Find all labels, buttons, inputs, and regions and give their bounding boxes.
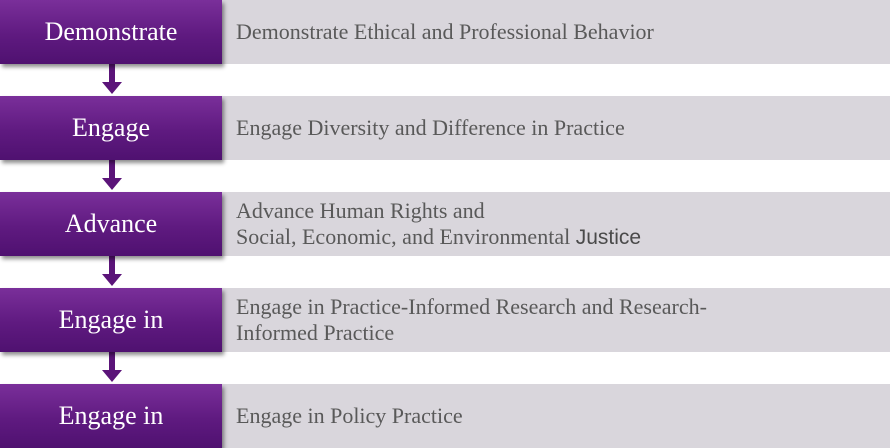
step-label-box: Demonstrate xyxy=(0,0,222,64)
step-description-text: Engage Diversity and Difference in Pract… xyxy=(236,115,625,140)
step-description-box: Engage Diversity and Difference in Pract… xyxy=(222,96,890,160)
flow-step: Advance Advance Human Rights and Social,… xyxy=(0,192,890,256)
flow-step: Engage in Engage in Practice-Informed Re… xyxy=(0,288,890,352)
step-label-box: Engage in xyxy=(0,288,222,352)
step-description-box: Engage in Practice-Informed Research and… xyxy=(222,288,890,352)
step-description-line: Informed Practice xyxy=(236,320,890,346)
step-description-line: Engage Diversity and Difference in Pract… xyxy=(236,115,890,141)
down-arrow-icon xyxy=(102,352,122,384)
step-description-text: Social, Economic, and Environmental xyxy=(236,223,576,249)
step-description-box: Engage in Policy Practice xyxy=(222,384,890,448)
down-arrow-icon xyxy=(102,256,122,288)
step-description-text: Engage in Practice-Informed Research and… xyxy=(236,294,707,319)
step-description-text: Justice xyxy=(575,225,642,249)
down-arrow-icon xyxy=(102,64,122,96)
step-label: Engage in xyxy=(58,305,164,334)
step-label-box: Advance xyxy=(0,192,222,256)
step-label: Engage xyxy=(72,113,150,142)
step-description-line: Engage in Policy Practice xyxy=(236,403,890,429)
step-description-line: Demonstrate Ethical and Professional Beh… xyxy=(236,19,890,45)
step-label-box: Engage in xyxy=(0,384,222,448)
step-description-text: Informed Practice xyxy=(236,320,395,345)
step-description-line: Social, Economic, and Environmental Just… xyxy=(236,224,890,251)
step-description-line: Advance Human Rights and xyxy=(236,198,890,224)
flow-step: Demonstrate Demonstrate Ethical and Prof… xyxy=(0,0,890,64)
step-label: Demonstrate xyxy=(44,17,178,46)
step-label: Engage in xyxy=(58,401,164,430)
step-description-line: Engage in Practice-Informed Research and… xyxy=(236,294,890,320)
flow-step: Engage Engage Diversity and Difference i… xyxy=(0,96,890,160)
step-description-text: Engage in Policy Practice xyxy=(236,403,463,428)
step-label-box: Engage xyxy=(0,96,222,160)
step-description-box: Advance Human Rights and Social, Economi… xyxy=(222,192,890,256)
flow-step: Engage in Engage in Policy Practice xyxy=(0,384,890,448)
step-description-text: Advance Human Rights and xyxy=(236,197,485,223)
step-label: Advance xyxy=(64,209,158,238)
down-arrow-icon xyxy=(102,160,122,192)
step-description-box: Demonstrate Ethical and Professional Beh… xyxy=(222,0,890,64)
step-description-text: Demonstrate Ethical and Professional Beh… xyxy=(236,19,654,44)
